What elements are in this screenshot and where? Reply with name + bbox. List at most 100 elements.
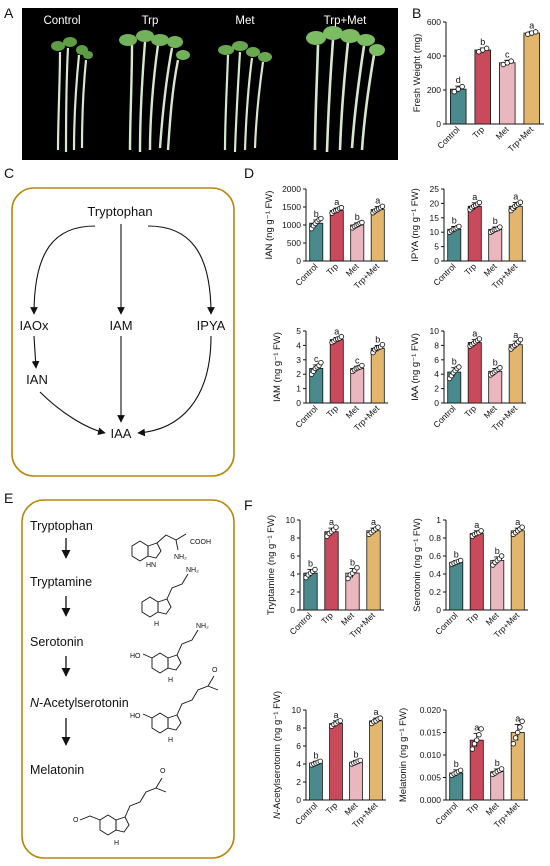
- iam-ytick-label: 4: [296, 340, 301, 350]
- melatonin-ytick-label: 0.005: [420, 773, 442, 783]
- ipya-sig-letter: a: [513, 192, 518, 202]
- structure-tryptamine: [141, 573, 189, 618]
- ipya-ytick-label: 15: [430, 213, 440, 223]
- tryptamine-data-point: [375, 524, 381, 530]
- b-data-point: [455, 86, 461, 92]
- tryptamine-ytick-label: 0: [290, 605, 295, 615]
- tryptamine-xtick-label: Trp: [319, 610, 335, 626]
- tryptamine-sig-letter: b: [350, 558, 355, 568]
- n-acetylserotonin-sig-letter: a: [333, 710, 338, 720]
- ipya-sig-letter: a: [472, 192, 477, 202]
- melatonin-frame: [21, 499, 235, 859]
- melatonin-ytick-label: 0.015: [420, 728, 442, 738]
- b-sig-letter: d: [456, 75, 461, 85]
- ian-ytick-label: 2000: [282, 184, 301, 194]
- b-ytick-label: 200: [427, 85, 441, 95]
- chem-o-methoxy: O: [73, 817, 79, 824]
- iam-data-point: [359, 362, 365, 369]
- iaa-data-point: [476, 336, 483, 342]
- ian-ytick-label: 500: [287, 238, 301, 248]
- n-acetylserotonin-ytick-label: 2: [296, 777, 301, 787]
- n-acetylserotonin-bar-met: [349, 761, 363, 801]
- chem-hn-trp: HN: [146, 562, 156, 569]
- iaa-ytick-label: 6: [434, 355, 439, 365]
- node-tryptophan: Tryptophan: [87, 204, 152, 219]
- serotonin-ytick-label: 0.8: [429, 533, 441, 543]
- iam-data-point: [338, 334, 345, 340]
- n-acetylserotonin-sig-letter: b: [353, 749, 358, 759]
- ian-data-point: [359, 219, 365, 226]
- tryptamine-ytick-label: 2: [290, 587, 295, 597]
- n-acetylserotonin-bar-trp-met: [369, 720, 383, 801]
- seedlings-trp-leaves: [119, 30, 190, 60]
- auxin-pathway-diagram: Tryptophan IAOx IAM IPYA IAN IAA: [11, 187, 235, 477]
- serotonin-ytick-label: 0.4: [429, 569, 441, 579]
- serotonin-ytick-label: 0: [436, 605, 441, 615]
- chem-ho-serotonin: HO: [130, 653, 141, 660]
- panel-letter-d: D: [244, 165, 254, 181]
- n-acetylserotonin-bar-control: [309, 762, 323, 801]
- ian-sig-letter: b: [314, 209, 319, 219]
- chem-nh2-serotonin: NH₂: [196, 623, 209, 630]
- ian-xtick-label: Trp: [324, 261, 340, 277]
- ipya-ytick-label: 0: [434, 256, 439, 266]
- seedling-photo: Control Trp Met Trp+Met: [22, 8, 398, 160]
- iam-sig-letter: b: [375, 334, 380, 344]
- iaa-sig-letter: a: [472, 329, 477, 339]
- melatonin-data-point: [517, 724, 523, 730]
- b-xtick-label: Trp+Met: [506, 124, 536, 154]
- tryptamine-bar-trp-met: [366, 530, 381, 611]
- panel-letter-b: B: [412, 5, 421, 21]
- n-acetylserotonin-data-point: [317, 758, 323, 764]
- melatonin-data-point: [512, 735, 519, 741]
- tryptamine-ytick-label: 4: [290, 569, 295, 579]
- iaa-ytick-label: 4: [434, 369, 439, 379]
- serotonin-bar-trp-met: [510, 530, 525, 611]
- serotonin-sig-letter: b: [495, 546, 500, 556]
- chem-structures: [79, 533, 219, 836]
- chem-nh2-trp: NH₂: [174, 554, 187, 561]
- ian-sig-letter: b: [355, 212, 360, 222]
- step-melatonin: Melatonin: [30, 763, 84, 777]
- tryptamine-data-point: [354, 565, 360, 571]
- iam-sig-letter: c: [314, 354, 319, 364]
- iam-data-point: [379, 341, 386, 348]
- b-y-axis-label: Fresh Weight (mg): [412, 34, 423, 112]
- iam-sig-letter: a: [334, 326, 339, 336]
- photo-label-control: Control: [43, 15, 80, 27]
- n-acetylserotonin-ytick-label: 0: [296, 795, 301, 805]
- b-sig-letter: c: [505, 49, 510, 59]
- b-bar-trp-met: [523, 32, 540, 125]
- b-data-point: [459, 83, 465, 90]
- ipya-data-point: [456, 223, 462, 230]
- ipya-sig-letter: b: [493, 216, 498, 226]
- serotonin-y-axis-label: Serotonin (ng g⁻¹ FW): [412, 518, 423, 612]
- serotonin-data-point: [457, 557, 464, 564]
- ipya-sig-letter: b: [452, 215, 457, 225]
- tryptamine-ytick-label: 8: [290, 533, 295, 543]
- serotonin-ytick-label: 0.6: [429, 551, 441, 561]
- ipya-bar-trp: [467, 205, 482, 262]
- melatonin-xtick-label: Trp: [464, 800, 480, 816]
- ipya-data-point: [497, 224, 503, 230]
- n-acetylserotonin-y-axis-label-rest: -Acetylserotonin (ng g⁻¹ FW): [272, 691, 283, 812]
- n-acetylserotonin-ytick-label: 6: [296, 741, 301, 751]
- serotonin-data-point: [519, 524, 525, 530]
- iaa-sig-letter: a: [513, 330, 518, 340]
- ipya-bar-trp-met: [508, 205, 523, 262]
- n-acetylserotonin-ytick-label: 4: [296, 759, 301, 769]
- tryptamine-sig-letter: a: [371, 517, 376, 527]
- structure-n-acetylserotonin: [142, 675, 219, 734]
- n-acetylserotonin-data-point: [337, 718, 343, 724]
- tryptamine-data-point: [312, 566, 318, 573]
- b-data-point: [483, 45, 490, 52]
- iam-ytick-label: 0: [296, 398, 301, 408]
